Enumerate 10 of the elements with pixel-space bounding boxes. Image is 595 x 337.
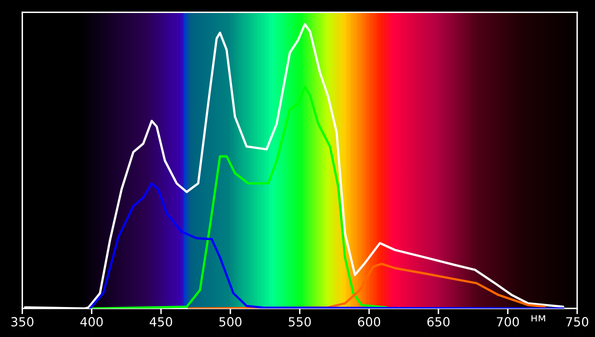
x-tick-label: 450 — [150, 317, 172, 326]
x-tick-label: 400 — [80, 317, 103, 326]
x-tick-label: 700 — [496, 317, 519, 326]
x-axis-title: нм — [531, 315, 546, 322]
x-tick-label: 600 — [358, 317, 380, 326]
x-tick-label: 550 — [288, 317, 311, 326]
x-tick-label: 650 — [427, 317, 450, 326]
x-tick-label: 500 — [219, 317, 242, 326]
x-tick-label: 750 — [566, 317, 588, 326]
x-tick-label: 350 — [11, 317, 34, 326]
